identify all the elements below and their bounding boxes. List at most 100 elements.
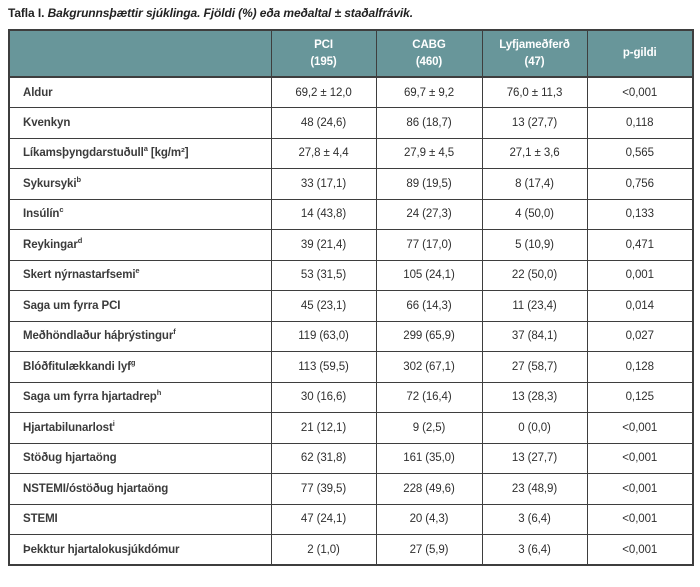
- footnote-marker: e: [135, 266, 140, 276]
- cell-value: 27 (58,7): [481, 351, 588, 383]
- cell-value: 37 (84,1): [481, 320, 588, 352]
- cell-value: 86 (18,7): [375, 107, 483, 139]
- cell-value: 228 (49,6): [375, 473, 483, 505]
- cell-value: 69,2 ± 12,0: [270, 76, 377, 108]
- table-row: Saga um fyrra PCI 45 (23,1) 66 (14,3) 11 (2…: [8, 290, 694, 322]
- table-title-prefix: Tafla I.: [8, 6, 45, 20]
- cell-value: <0,001: [586, 412, 694, 444]
- cell-value: 27 (5,9): [375, 534, 483, 566]
- cell-value: 0,128: [586, 351, 694, 383]
- header-row: PCI (195) CABG (460) Lyfjameðferð (47) p…: [8, 29, 694, 78]
- cell-value: 105 (24,1): [375, 259, 483, 291]
- row-label: Insúlínc: [8, 198, 272, 230]
- cell-value: 13 (28,3): [481, 381, 588, 413]
- row-label: STEMI: [8, 503, 272, 535]
- footnote-marker: b: [76, 174, 81, 184]
- cell-value: 0,565: [586, 137, 694, 169]
- row-label: Líkamsþyngdarstuðulla [kg/m²]: [8, 137, 272, 169]
- cell-value: 72 (16,4): [375, 381, 483, 413]
- page: Tafla I. Bakgrunnsþættir sjúklinga. Fjöl…: [8, 6, 694, 566]
- cell-value: <0,001: [586, 534, 694, 566]
- cell-value: 30 (16,6): [270, 381, 377, 413]
- table-row: Líkamsþyngdarstuðulla [kg/m²] 27,8 ± 4,4 2…: [8, 137, 694, 169]
- row-label: Saga um fyrra PCI: [8, 290, 272, 322]
- cell-value: 161 (35,0): [375, 442, 483, 474]
- header-group-name: CABG: [412, 38, 446, 51]
- header-cell-pgildi: p-gildi: [586, 29, 694, 78]
- row-label: Aldur: [8, 76, 272, 108]
- footnote-marker: f: [173, 327, 176, 337]
- cell-value: 89 (19,5): [375, 168, 483, 200]
- header-group-name: Lyfjameðferð: [499, 38, 570, 51]
- table-row: Sykursykib 33 (17,1) 89 (19,5) 8 (17,4) 0,75…: [8, 168, 694, 200]
- table-header: PCI (195) CABG (460) Lyfjameðferð (47) p…: [8, 29, 694, 78]
- header-group-name: PCI: [314, 38, 333, 51]
- cell-value: 0,027: [586, 320, 694, 352]
- cell-value: 119 (63,0): [270, 320, 377, 352]
- cell-value: 33 (17,1): [270, 168, 377, 200]
- cell-value: 39 (21,4): [270, 229, 377, 261]
- footnote-marker: c: [59, 205, 64, 215]
- table-row: Aldur 69,2 ± 12,0 69,7 ± 9,2 76,0 ± 11,3 <0,…: [8, 76, 694, 108]
- header-cell-empty: [8, 29, 272, 78]
- cell-value: 3 (6,4): [481, 534, 588, 566]
- row-label: Þekktur hjartalokusjúkdómur: [8, 534, 272, 566]
- table-row: Reykingard 39 (21,4) 77 (17,0) 5 (10,9) 0,47…: [8, 229, 694, 261]
- footnote-marker: i: [112, 418, 115, 428]
- cell-value: <0,001: [586, 503, 694, 535]
- cell-value: 21 (12,1): [270, 412, 377, 444]
- row-label: Kvenkyn: [8, 107, 272, 139]
- cell-value: 0,001: [586, 259, 694, 291]
- row-label: Hjartabilunarlosti: [8, 412, 272, 444]
- cell-value: 0,014: [586, 290, 694, 322]
- cell-value: 24 (27,3): [375, 198, 483, 230]
- table-row: STEMI 47 (24,1) 20 (4,3) 3 (6,4) <0,001: [8, 503, 694, 535]
- cell-value: 3 (6,4): [481, 503, 588, 535]
- table-row: Saga um fyrra hjartadreph 30 (16,6) 72 (16…: [8, 381, 694, 413]
- cell-value: 113 (59,5): [270, 351, 377, 383]
- footnote-marker: a: [143, 144, 148, 154]
- row-label: Skert nýrnastarfsemie: [8, 259, 272, 291]
- cell-value: 11 (23,4): [481, 290, 588, 322]
- cell-value: 76,0 ± 11,3: [481, 76, 588, 108]
- header-group-name: p-gildi: [622, 47, 657, 60]
- cell-value: 69,7 ± 9,2: [375, 76, 483, 108]
- cell-value: 2 (1,0): [270, 534, 377, 566]
- cell-value: 23 (48,9): [481, 473, 588, 505]
- cell-value: <0,001: [586, 442, 694, 474]
- cell-value: 13 (27,7): [481, 107, 588, 139]
- table-title-description: Bakgrunnsþættir sjúklinga. Fjöldi (%) eð…: [47, 6, 414, 20]
- cell-value: 27,8 ± 4,4: [270, 137, 377, 169]
- stats-table: PCI (195) CABG (460) Lyfjameðferð (47) p…: [8, 29, 694, 566]
- table-title: Tafla I. Bakgrunnsþættir sjúklinga. Fjöl…: [8, 6, 692, 20]
- cell-value: <0,001: [586, 473, 694, 505]
- cell-value: 53 (31,5): [270, 259, 377, 291]
- cell-value: <0,001: [586, 76, 694, 108]
- table-row: Skert nýrnastarfsemie 53 (31,5) 105 (24,1)…: [8, 259, 694, 291]
- cell-value: 5 (10,9): [481, 229, 588, 261]
- row-label: Stöðug hjartaöng: [8, 442, 272, 474]
- row-label: NSTEMI/óstöðug hjartaöng: [8, 473, 272, 505]
- cell-value: 22 (50,0): [481, 259, 588, 291]
- cell-value: 48 (24,6): [270, 107, 377, 139]
- header-cell-cabg: CABG (460): [375, 29, 483, 78]
- cell-value: 13 (27,7): [481, 442, 588, 474]
- header-cell-pci: PCI (195): [270, 29, 377, 78]
- cell-value: 27,9 ± 4,5: [375, 137, 483, 169]
- cell-value: 14 (43,8): [270, 198, 377, 230]
- footnote-marker: h: [156, 388, 162, 398]
- cell-value: 0,756: [586, 168, 694, 200]
- cell-value: 47 (24,1): [270, 503, 377, 535]
- table-row: Stöðug hjartaöng 62 (31,8) 161 (35,0) 13 (2…: [8, 442, 694, 474]
- cell-value: 66 (14,3): [375, 290, 483, 322]
- table-row: Hjartabilunarlosti 21 (12,1) 9 (2,5) 0 (0,0…: [8, 412, 694, 444]
- row-label: Meðhöndlaður háþrýstingurf: [8, 320, 272, 352]
- cell-value: 0,471: [586, 229, 694, 261]
- table-row: NSTEMI/óstöðug hjartaöng 77 (39,5) 228 (49…: [8, 473, 694, 505]
- row-label: Blóðfitulækkandi lyfg: [8, 351, 272, 383]
- header-cell-lyfjamedferd: Lyfjameðferð (47): [481, 29, 588, 78]
- footnote-marker: g: [130, 357, 136, 367]
- cell-value: 0,118: [586, 107, 694, 139]
- footnote-marker: d: [77, 235, 83, 245]
- row-label: Saga um fyrra hjartadreph: [8, 381, 272, 413]
